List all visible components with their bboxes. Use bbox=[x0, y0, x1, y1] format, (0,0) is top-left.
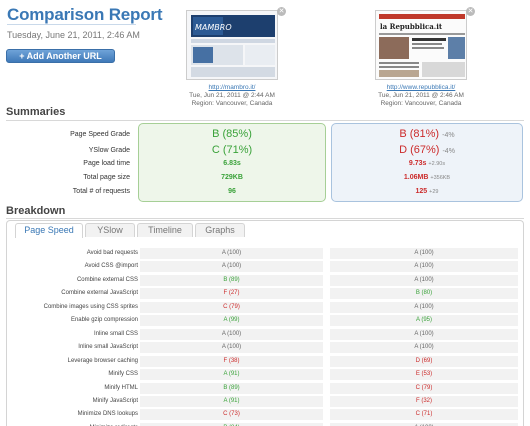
site-b-score: E (53) bbox=[330, 369, 518, 380]
site-b-thumbnail[interactable]: la Repubblica.it bbox=[375, 10, 467, 80]
row-label: Minify JavaScript bbox=[92, 398, 138, 404]
site-a-score: A (100) bbox=[140, 261, 323, 272]
site-b-score: C (71) bbox=[330, 409, 518, 420]
site-b-brand: la Repubblica.it bbox=[380, 22, 443, 31]
site-b-requests-value: 125 bbox=[415, 188, 428, 195]
site-a-url[interactable]: http://mambro.it/ bbox=[208, 84, 256, 91]
site-a-brand: MAMBRO bbox=[195, 23, 232, 32]
row-label: Combine external CSS bbox=[76, 277, 138, 283]
row-label: Minify CSS bbox=[108, 371, 138, 377]
row-label: Avoid bad requests bbox=[86, 250, 138, 256]
site-b-yslow-grade: D (67%) bbox=[399, 144, 440, 156]
site-a-page-size: 729KB bbox=[221, 174, 243, 181]
site-b-info: http://www.repubblica.it/ Tue, Jun 21, 2… bbox=[361, 84, 481, 108]
tab-yslow[interactable]: YSlow bbox=[85, 223, 135, 237]
site-b-region: Region: Vancouver, Canada bbox=[380, 100, 462, 107]
site-b-page-speed-delta: -4% bbox=[442, 132, 455, 139]
site-a-yslow-grade: C (71%) bbox=[211, 144, 253, 156]
site-b-score: A (95) bbox=[330, 315, 518, 326]
summaries-divider bbox=[6, 120, 524, 121]
site-a-score: A (99) bbox=[140, 315, 323, 326]
row-label: Enable gzip compression bbox=[70, 317, 138, 323]
site-b-load-time: 9.73s +2.90s bbox=[331, 160, 523, 167]
site-b-score: B (80) bbox=[330, 288, 518, 299]
site-b-page-speed: B (81%) -4% bbox=[331, 128, 523, 140]
site-b-score: A (100) bbox=[330, 275, 518, 286]
site-a-thumbnail[interactable]: MAMBRO bbox=[186, 10, 278, 80]
row-label: Avoid CSS @import bbox=[84, 263, 138, 269]
site-b-score: C (79) bbox=[330, 383, 518, 394]
site-b-requests: 125 +29 bbox=[331, 188, 523, 195]
row-label: Inline small JavaScript bbox=[78, 344, 138, 350]
site-a-score: A (100) bbox=[140, 248, 323, 259]
site-b-score: A (100) bbox=[330, 329, 518, 340]
site-a-score: B (89) bbox=[140, 275, 323, 286]
breakdown-heading: Breakdown bbox=[6, 205, 66, 217]
site-a-requests: 96 bbox=[228, 188, 236, 195]
site-a-page-speed-grade: B (85%) bbox=[212, 128, 252, 140]
site-b-score: A (100) bbox=[330, 261, 518, 272]
summary-label-page-size: Total page size bbox=[83, 174, 130, 181]
site-a-summary-box bbox=[138, 123, 326, 202]
row-label: Leverage browser caching bbox=[67, 358, 138, 364]
site-a-score: C (79) bbox=[140, 302, 323, 313]
site-b-load-time-value: 9.73s bbox=[408, 160, 427, 167]
site-b-yslow: D (67%) -4% bbox=[331, 144, 523, 156]
breakdown-divider bbox=[6, 218, 524, 219]
site-b-score: A (100) bbox=[330, 248, 518, 259]
summary-label-page-speed: Page Speed Grade bbox=[70, 131, 130, 138]
row-label: Combine external JavaScript bbox=[61, 290, 138, 296]
site-b-tested: Tue, Jun 21, 2011 @ 2:46 AM bbox=[378, 92, 464, 99]
site-b-score: A (100) bbox=[330, 342, 518, 353]
add-another-url-button[interactable]: + Add Another URL bbox=[6, 49, 115, 63]
site-a-score: F (27) bbox=[140, 288, 323, 299]
site-a-score: C (73) bbox=[140, 409, 323, 420]
site-a-info: http://mambro.it/ Tue, Jun 21, 2011 @ 2:… bbox=[172, 84, 292, 108]
site-b-requests-delta: +29 bbox=[429, 189, 439, 195]
site-b-close-icon[interactable]: ✕ bbox=[466, 7, 475, 16]
site-a-tested: Tue, Jun 21, 2011 @ 2:44 AM bbox=[189, 92, 275, 99]
tab-timeline[interactable]: Timeline bbox=[137, 223, 193, 237]
site-a-close-icon[interactable]: ✕ bbox=[277, 7, 286, 16]
site-b-load-time-delta: +2.90s bbox=[428, 161, 446, 167]
row-label: Minimize DNS lookups bbox=[77, 411, 138, 417]
site-b-page-size-delta: +356KB bbox=[430, 175, 451, 181]
row-label: Combine images using CSS sprites bbox=[43, 304, 138, 310]
row-label: Minify HTML bbox=[104, 385, 138, 391]
summary-label-requests: Total # of requests bbox=[72, 188, 130, 195]
site-b-score: D (69) bbox=[330, 356, 518, 367]
site-b-page-size-value: 1.06MB bbox=[403, 174, 429, 181]
site-a-load-time: 6.83s bbox=[223, 160, 241, 167]
report-date: Tuesday, June 21, 2011, 2:46 AM bbox=[7, 30, 140, 40]
site-a-score: A (100) bbox=[140, 342, 323, 353]
site-b-screenshot: la Repubblica.it bbox=[376, 11, 466, 79]
tab-graphs[interactable]: Graphs bbox=[195, 223, 245, 237]
summary-label-yslow: YSlow Grade bbox=[88, 147, 130, 154]
site-b-summary-box bbox=[331, 123, 523, 202]
site-a-score: A (100) bbox=[140, 329, 323, 340]
site-a-region: Region: Vancouver, Canada bbox=[191, 100, 273, 107]
site-b-yslow-delta: -4% bbox=[442, 148, 455, 155]
row-label: Inline small CSS bbox=[93, 331, 138, 337]
title-divider bbox=[7, 24, 136, 25]
site-a-score: A (91) bbox=[140, 369, 323, 380]
site-b-score: A (100) bbox=[330, 302, 518, 313]
site-a-score: B (89) bbox=[140, 383, 323, 394]
site-a-score: A (91) bbox=[140, 396, 323, 407]
breakdown-panel bbox=[6, 220, 524, 426]
page-title: Comparison Report bbox=[7, 5, 163, 24]
site-a-screenshot: MAMBRO bbox=[187, 11, 277, 79]
site-a-score: F (38) bbox=[140, 356, 323, 367]
site-b-page-size: 1.06MB +356KB bbox=[331, 174, 523, 181]
site-b-page-speed-grade: B (81%) bbox=[399, 128, 440, 140]
tab-page-speed[interactable]: Page Speed bbox=[15, 223, 83, 238]
site-b-score: F (32) bbox=[330, 396, 518, 407]
site-b-url[interactable]: http://www.repubblica.it/ bbox=[386, 84, 456, 91]
summaries-heading: Summaries bbox=[6, 106, 66, 118]
summary-label-load-time: Page load time bbox=[83, 160, 130, 167]
